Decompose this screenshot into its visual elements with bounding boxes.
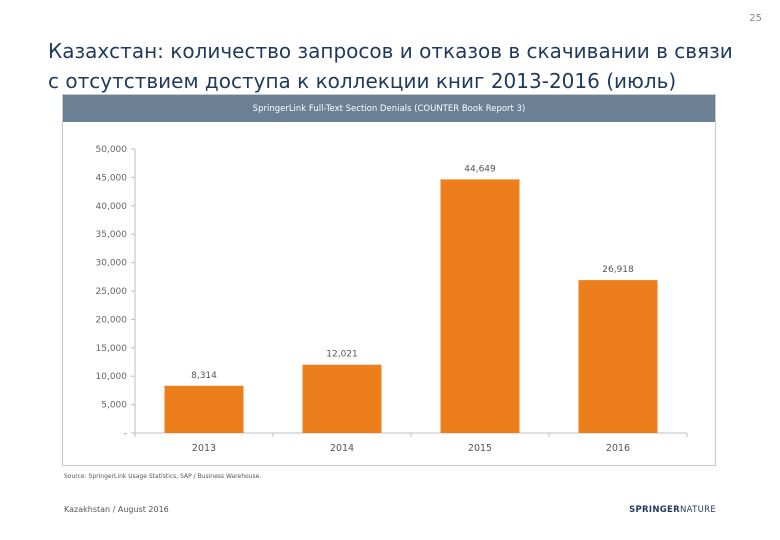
x-category-label: 2014 (330, 443, 354, 454)
x-category-label: 2015 (468, 443, 492, 454)
y-tick-label: 15,000 (96, 344, 128, 354)
bar-2015 (440, 179, 520, 433)
y-tick-label: 50,000 (96, 145, 128, 155)
bar-chart: - 5,000 10,000 15,000 20,000 25,000 30,000 35,0… (96, 145, 688, 454)
slide-title: Казахстан: количество запросов и отказов… (48, 39, 733, 93)
source-note: Source: SpringerLink Usage Statistics, S… (64, 473, 262, 480)
y-tick-label: 30,000 (96, 259, 128, 269)
x-category-label: 2016 (606, 443, 630, 454)
data-label-2016: 26,918 (602, 265, 634, 275)
footer-caption: Kazakhstan / August 2016 (64, 505, 169, 514)
y-tick-label: 35,000 (96, 230, 128, 240)
bar-2016 (578, 280, 658, 433)
y-tick-label: 20,000 (96, 315, 128, 325)
data-label-2013: 8,314 (191, 371, 217, 381)
y-tick-label: 40,000 (96, 202, 128, 212)
x-category-label: 2013 (192, 443, 216, 454)
y-tick-label: 5,000 (101, 401, 127, 411)
page-number: 25 (749, 13, 762, 24)
logo-springer-text: SPRINGER (629, 505, 680, 515)
y-tick-label: 45,000 (96, 173, 128, 183)
springer-nature-logo: SPRINGERNATURE (629, 505, 716, 515)
data-label-2015: 44,649 (464, 164, 496, 174)
bar-2013 (164, 385, 244, 433)
bar-2014 (302, 364, 382, 433)
data-label-2014: 12,021 (326, 350, 358, 360)
logo-nature-text: NATURE (679, 505, 716, 515)
chart-title: SpringerLink Full-Text Section Denials (… (63, 95, 715, 122)
y-tick-label: 10,000 (96, 372, 128, 382)
y-tick-label: 25,000 (96, 287, 128, 297)
y-tick-label: - (124, 429, 127, 439)
chart-frame: SpringerLink Full-Text Section Denials (… (62, 94, 716, 466)
